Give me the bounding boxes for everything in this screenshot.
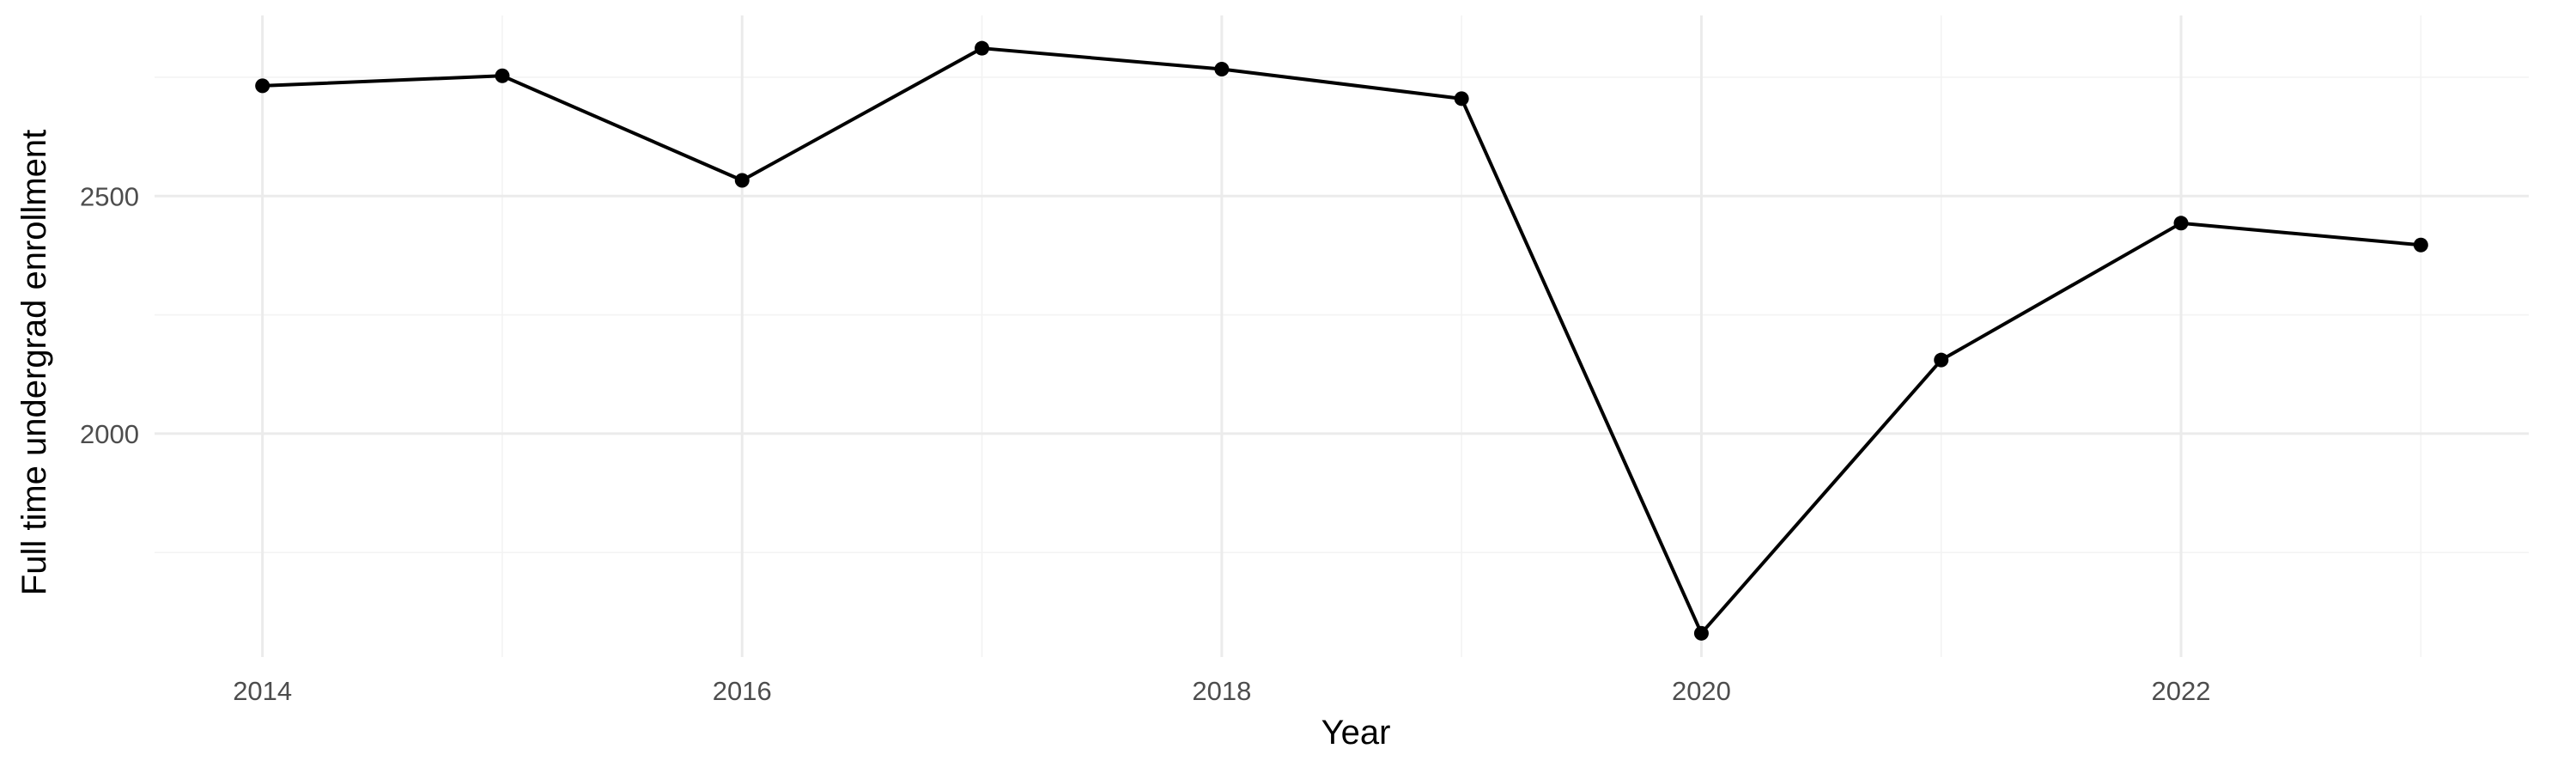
series: [260, 46, 2423, 636]
y-tick-label: 2000: [80, 419, 139, 449]
data-point: [495, 68, 510, 83]
data-point: [1934, 352, 1949, 368]
x-tick-label: 2022: [2152, 676, 2211, 706]
data-point: [1214, 62, 1230, 77]
x-tick-label: 2020: [1672, 676, 1731, 706]
y-axis-title: Full time undergrad enrollment: [15, 130, 53, 595]
y-axis-ticks: 2000 2500: [80, 181, 139, 449]
y-tick-label: 2500: [80, 181, 139, 211]
x-axis-ticks: 2014 2016 2018 2020 2022: [233, 676, 2210, 706]
series-line: [260, 46, 2423, 636]
data-point: [2173, 216, 2189, 231]
data-point: [1454, 91, 1469, 107]
x-tick-label: 2018: [1192, 676, 1251, 706]
data-point: [975, 40, 990, 56]
data-point: [734, 173, 750, 188]
x-tick-label: 2016: [713, 676, 772, 706]
data-point: [2413, 237, 2428, 253]
data-point: [255, 78, 270, 94]
x-axis-title: Year: [1321, 714, 1391, 752]
data-point: [1693, 625, 1709, 641]
x-tick-label: 2014: [233, 676, 292, 706]
data-points: [255, 40, 2428, 641]
grid: [155, 15, 2529, 657]
